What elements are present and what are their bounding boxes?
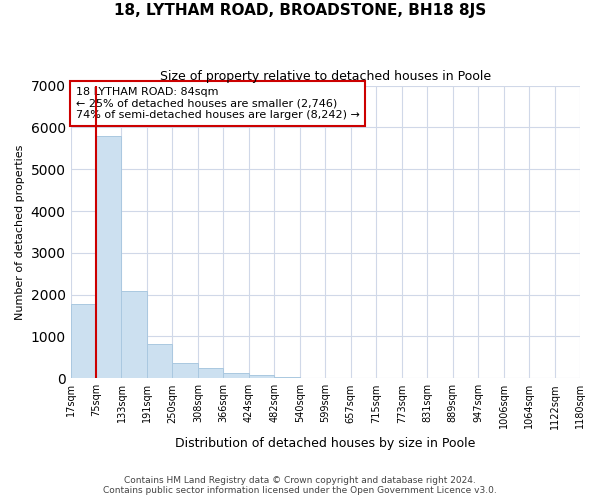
- Bar: [96, 136, 121, 378]
- Text: 18 LYTHAM ROAD: 84sqm
← 25% of detached houses are smaller (2,746)
74% of semi-d: 18 LYTHAM ROAD: 84sqm ← 25% of detached …: [76, 87, 359, 120]
- Bar: [249, 375, 274, 378]
- Bar: [172, 363, 198, 378]
- Bar: [71, 304, 96, 378]
- Bar: [121, 292, 147, 378]
- Bar: [147, 344, 172, 378]
- Y-axis label: Number of detached properties: Number of detached properties: [15, 144, 25, 320]
- Bar: [198, 368, 223, 378]
- Text: 18, LYTHAM ROAD, BROADSTONE, BH18 8JS: 18, LYTHAM ROAD, BROADSTONE, BH18 8JS: [114, 2, 486, 18]
- Bar: [223, 374, 249, 378]
- Title: Size of property relative to detached houses in Poole: Size of property relative to detached ho…: [160, 70, 491, 83]
- X-axis label: Distribution of detached houses by size in Poole: Distribution of detached houses by size …: [175, 437, 475, 450]
- Text: Contains HM Land Registry data © Crown copyright and database right 2024.
Contai: Contains HM Land Registry data © Crown c…: [103, 476, 497, 495]
- Bar: [274, 376, 300, 378]
